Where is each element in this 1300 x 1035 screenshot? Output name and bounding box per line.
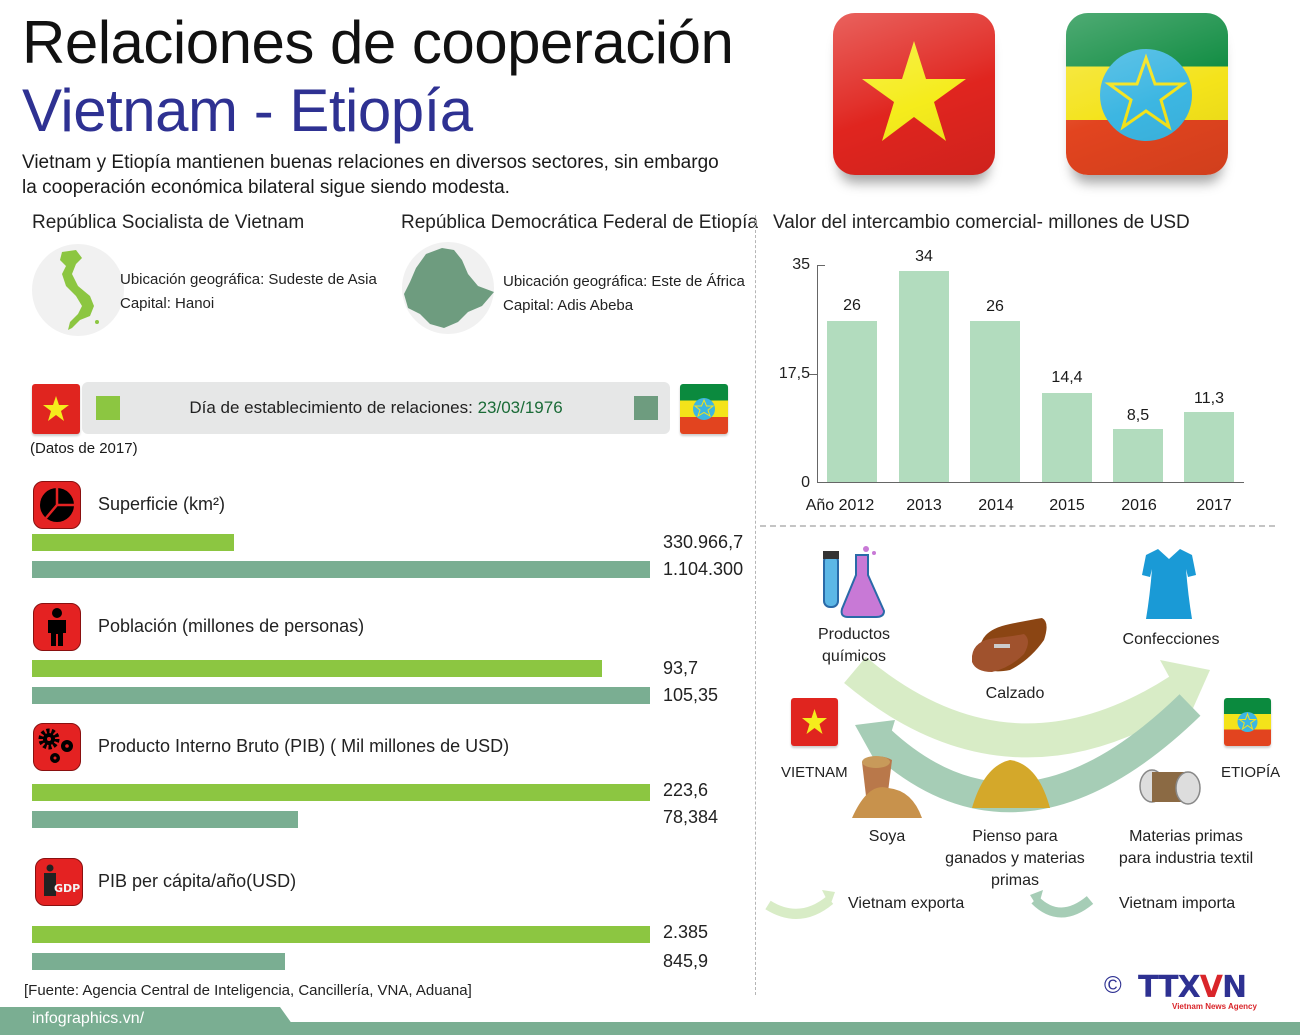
stat-label-area: Superficie (km²) bbox=[98, 494, 226, 514]
intro-text: Vietnam y Etiopía mantienen buenas relac… bbox=[22, 152, 719, 198]
stat-label-gdp-per-capita: PIB per cápita/año(USD) bbox=[98, 871, 297, 891]
legend-import-label: Vietnam importa bbox=[1119, 895, 1236, 912]
page-subtitle: Vietnam - Etiopía bbox=[22, 77, 473, 144]
site-link[interactable]: infographics.vn/ bbox=[32, 1010, 145, 1027]
ttxvn-logo: TTXVN bbox=[1138, 970, 1247, 1005]
pie-chart-icon bbox=[33, 481, 81, 529]
ethiopia-gdp-per-capita-bar bbox=[32, 953, 285, 970]
vietnam-gdp-per-capita-bar bbox=[32, 926, 650, 943]
chart-bar-2012 bbox=[827, 321, 877, 482]
page-title: Relaciones de cooperación bbox=[22, 9, 734, 76]
gears-icon bbox=[33, 723, 81, 771]
vietnam-flag-icon bbox=[833, 13, 995, 175]
x-label-2016: 2016 bbox=[1121, 497, 1157, 514]
vietnam-name: República Socialista de Vietnam bbox=[32, 212, 305, 233]
ethiopia-gdp-per-capita-value: 845,9 bbox=[663, 951, 709, 971]
soy-sack-icon bbox=[848, 752, 924, 822]
ethiopia-legend-swatch bbox=[634, 396, 658, 420]
y-tick-mark bbox=[817, 265, 825, 266]
y-tick-mark bbox=[809, 374, 817, 375]
vietnam-map-icon bbox=[32, 244, 124, 336]
yarn-icon bbox=[1138, 764, 1204, 812]
ethiopia-area-value: 1.104.300 bbox=[663, 559, 744, 579]
vietnam-area-value: 330.966,7 bbox=[663, 532, 744, 552]
vietnam-population-bar bbox=[32, 660, 602, 677]
relations-banner: Día de establecimiento de relaciones: 23… bbox=[82, 382, 670, 434]
stat-label-gdp: Producto Interno Bruto (PIB) ( Mil millo… bbox=[98, 736, 510, 756]
chart-value-2017: 11,3 bbox=[1194, 390, 1224, 407]
relations-label: Día de establecimiento de relaciones: 23… bbox=[189, 398, 563, 417]
copyright-icon: © bbox=[1104, 972, 1122, 999]
import-soy-label: Soya bbox=[868, 828, 906, 845]
vietnam-capital: Capital: Hanoi bbox=[120, 295, 215, 312]
y-tick-17-5: 17,5 bbox=[778, 365, 810, 382]
chart-y-axis bbox=[817, 265, 818, 483]
ethiopia-gdp-bar bbox=[32, 811, 298, 828]
vertical-divider bbox=[755, 215, 756, 995]
chart-x-axis bbox=[817, 482, 1244, 483]
source-note: [Fuente: Agencia Central de Inteligencia… bbox=[24, 982, 472, 999]
y-tick-0: 0 bbox=[801, 474, 810, 491]
ethiopia-trade-flag-icon bbox=[1224, 698, 1271, 746]
chart-bar-2013 bbox=[899, 271, 949, 482]
ethiopia-name: República Democrática Federal de Etiopía bbox=[401, 212, 758, 233]
feed-pile-icon bbox=[970, 756, 1052, 812]
ethiopia-gdp-value: 78,384 bbox=[663, 807, 719, 827]
vietnam-trade-flag-icon bbox=[791, 698, 838, 746]
svg-text:GDP: GDP bbox=[54, 882, 80, 895]
chart-value-2013: 34 bbox=[915, 248, 933, 265]
footer-tab bbox=[0, 1007, 300, 1035]
relations-date: 23/03/1976 bbox=[477, 398, 563, 417]
ethiopia-map-icon bbox=[402, 242, 494, 334]
ethiopia-flag-icon bbox=[1066, 13, 1228, 175]
person-icon bbox=[33, 603, 81, 651]
legend-export-label: Vietnam exporta bbox=[848, 895, 965, 912]
chart-title: Valor del intercambio comercial- millone… bbox=[773, 212, 1190, 233]
chart-bar-2015 bbox=[1042, 393, 1092, 482]
vietnam-population-value: 93,7 bbox=[663, 658, 699, 678]
shoes-icon bbox=[970, 610, 1050, 676]
ethiopia-location: Ubicación geográfica: Este de África bbox=[503, 273, 745, 290]
export-clothing-label: Confecciones bbox=[1122, 631, 1220, 648]
x-label-2015: 2015 bbox=[1049, 497, 1085, 514]
ethiopia-small-flag-icon bbox=[680, 384, 728, 434]
x-label-2013: 2013 bbox=[906, 497, 942, 514]
export-footwear-label: Calzado bbox=[985, 685, 1045, 702]
ethiopia-capital: Capital: Adis Abeba bbox=[503, 297, 634, 314]
chart-bar-2016 bbox=[1113, 429, 1163, 482]
chart-value-2015: 14,4 bbox=[1051, 369, 1083, 386]
chart-bar-2017 bbox=[1184, 412, 1234, 482]
ethiopia-population-value: 105,35 bbox=[663, 685, 719, 705]
vietnam-legend-swatch bbox=[96, 396, 120, 420]
ethiopia-area-bar bbox=[32, 561, 650, 578]
import-textile-label: Materias primas para industria textil bbox=[1118, 828, 1254, 867]
ethiopia-population-bar bbox=[32, 687, 650, 704]
x-label-2012: Año 2012 bbox=[805, 497, 875, 514]
chart-value-2012: 26 bbox=[843, 297, 861, 314]
chart-value-2014: 26 bbox=[986, 298, 1004, 315]
chart-bar-2014 bbox=[970, 321, 1020, 482]
shirt-icon bbox=[1140, 545, 1198, 623]
x-label-2014: 2014 bbox=[978, 497, 1014, 514]
footer-bar bbox=[0, 1022, 1300, 1035]
horizontal-divider bbox=[760, 525, 1275, 527]
vietnam-location: Ubicación geográfica: Sudeste de Asia bbox=[120, 271, 377, 288]
x-label-2017: 2017 bbox=[1196, 497, 1232, 514]
data-year-note: (Datos de 2017) bbox=[30, 440, 138, 457]
agency-tagline: Vietnam News Agency bbox=[1172, 1002, 1257, 1011]
import-feed-label: Pienso para ganados y materias primas bbox=[945, 828, 1085, 889]
gdp-person-icon: GDP bbox=[35, 858, 83, 906]
vietnam-area-bar bbox=[32, 534, 234, 551]
vietnam-gdp-per-capita-value: 2.385 bbox=[663, 922, 709, 942]
ethiopia-trade-label: ETIOPÍA bbox=[1221, 764, 1281, 781]
chemistry-flask-icon bbox=[818, 545, 888, 620]
stat-label-population: Población (millones de personas) bbox=[98, 616, 365, 636]
vietnam-gdp-bar bbox=[32, 784, 650, 801]
export-chemicals-label: Productos químicos bbox=[817, 626, 891, 665]
vietnam-small-flag-icon bbox=[32, 384, 80, 434]
vietnam-gdp-value: 223,6 bbox=[663, 780, 709, 800]
vietnam-trade-label: VIETNAM bbox=[781, 764, 848, 781]
chart-value-2016: 8,5 bbox=[1126, 407, 1150, 424]
y-tick-35: 35 bbox=[792, 256, 810, 273]
